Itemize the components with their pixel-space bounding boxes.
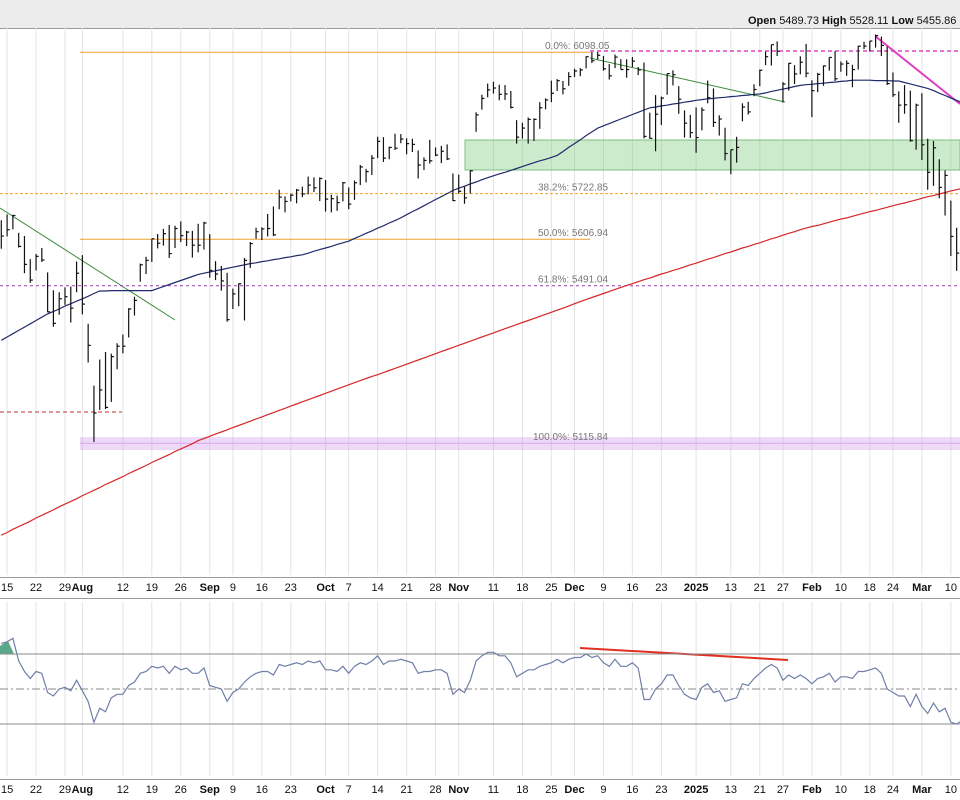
rsi-line <box>1 637 960 725</box>
open-value: 5489.73 <box>779 15 819 27</box>
x-tick-label: 7 <box>346 582 352 594</box>
x-tick-label: 12 <box>117 784 129 796</box>
x-tick-label: Nov <box>448 582 470 594</box>
x-tick-label: 21 <box>754 582 766 594</box>
x-tick-label: 2025 <box>684 582 708 594</box>
x-tick-label: Feb <box>802 784 822 796</box>
fib-label: 61.8%: 5491.04 <box>538 274 608 285</box>
x-tick-label: 22 <box>30 784 42 796</box>
x-tick-label: 18 <box>516 582 528 594</box>
low-label: Low <box>892 15 914 27</box>
x-tick-label: 29 <box>59 784 71 796</box>
x-tick-label: 28 <box>429 784 441 796</box>
x-tick-label: 11 <box>488 582 499 594</box>
x-tick-label: 18 <box>516 784 528 796</box>
open-label: Open <box>748 15 776 27</box>
x-tick-label: 16 <box>626 582 638 594</box>
x-tick-label: 13 <box>725 784 737 796</box>
trend-line <box>874 35 960 105</box>
x-tick-label: 26 <box>175 784 187 796</box>
fib-label: 38.2%: 5722.85 <box>538 182 608 193</box>
x-tick-label: Mar <box>912 582 932 594</box>
x-tick-label: Aug <box>72 582 93 594</box>
x-tick-label: 2025 <box>684 784 708 796</box>
trend-line <box>0 207 176 321</box>
x-tick-label: 9 <box>600 784 606 796</box>
x-tick-label: 14 <box>372 582 384 594</box>
x-tick-label: 18 <box>864 582 876 594</box>
quote-header: Open 5489.73 High 5528.11 Low 5455.86 <box>748 15 956 27</box>
low-value: 5455.86 <box>917 15 957 27</box>
support-zone <box>464 139 960 171</box>
x-tick-label: 21 <box>400 784 412 796</box>
moving-average <box>1 188 960 536</box>
fib-label: 50.0%: 5606.94 <box>538 228 608 239</box>
x-tick-label: 15 <box>1 582 13 594</box>
x-tick-label: 16 <box>256 582 268 594</box>
trend-line <box>589 57 786 103</box>
x-tick-label: Feb <box>802 582 822 594</box>
x-tick-label: 21 <box>400 582 412 594</box>
x-tick-label: Dec <box>564 582 584 594</box>
x-tick-label: 7 <box>346 784 352 796</box>
x-tick-label: 10 <box>835 582 847 594</box>
x-tick-label: 24 <box>887 582 899 594</box>
x-tick-label: Mar <box>912 784 932 796</box>
x-tick-label: 10 <box>835 784 847 796</box>
x-tick-label: 9 <box>230 582 236 594</box>
x-tick-label: 19 <box>146 784 158 796</box>
fib-label: 100.0%: 5115.84 <box>533 432 608 443</box>
x-tick-label: 27 <box>777 582 789 594</box>
x-tick-label: 16 <box>626 784 638 796</box>
x-tick-label: 22 <box>30 582 42 594</box>
x-tick-label: 23 <box>285 784 297 796</box>
x-tick-label: Sep <box>200 784 220 796</box>
x-tick-label: 9 <box>600 582 606 594</box>
x-tick-label: Oct <box>316 784 335 796</box>
moving-average <box>1 79 960 341</box>
x-tick-label: 11 <box>488 784 499 796</box>
x-tick-label: 19 <box>146 582 158 594</box>
rsi-overbought-fill <box>0 641 14 654</box>
x-tick-label: 25 <box>545 784 557 796</box>
x-tick-label: 29 <box>59 582 71 594</box>
x-tick-label: 16 <box>256 784 268 796</box>
x-tick-label: 10 <box>945 784 957 796</box>
x-tick-label: 23 <box>655 582 667 594</box>
x-tick-label: 18 <box>864 784 876 796</box>
high-label: High <box>822 15 847 27</box>
x-tick-label: Dec <box>564 784 584 796</box>
header-bar <box>0 0 960 28</box>
x-tick-label: 9 <box>230 784 236 796</box>
x-tick-label: Oct <box>316 582 335 594</box>
x-tick-label: 23 <box>655 784 667 796</box>
x-tick-label: 21 <box>754 784 766 796</box>
x-tick-label: Nov <box>448 784 470 796</box>
x-tick-label: 13 <box>725 582 737 594</box>
x-tick-label: 27 <box>777 784 789 796</box>
x-tick-label: 14 <box>372 784 384 796</box>
x-tick-label: Aug <box>72 784 93 796</box>
x-tick-label: 25 <box>545 582 557 594</box>
x-tick-label: 10 <box>945 582 957 594</box>
x-tick-label: 24 <box>887 784 899 796</box>
x-tick-label: 23 <box>285 582 297 594</box>
fib-label: 0.0%: 6098.05 <box>545 41 610 52</box>
high-value: 5528.11 <box>850 15 889 27</box>
x-tick-label: 15 <box>1 784 13 796</box>
x-tick-label: Sep <box>200 582 220 594</box>
x-tick-label: 26 <box>175 582 187 594</box>
x-tick-label: 12 <box>117 582 129 594</box>
x-tick-label: 28 <box>429 582 441 594</box>
